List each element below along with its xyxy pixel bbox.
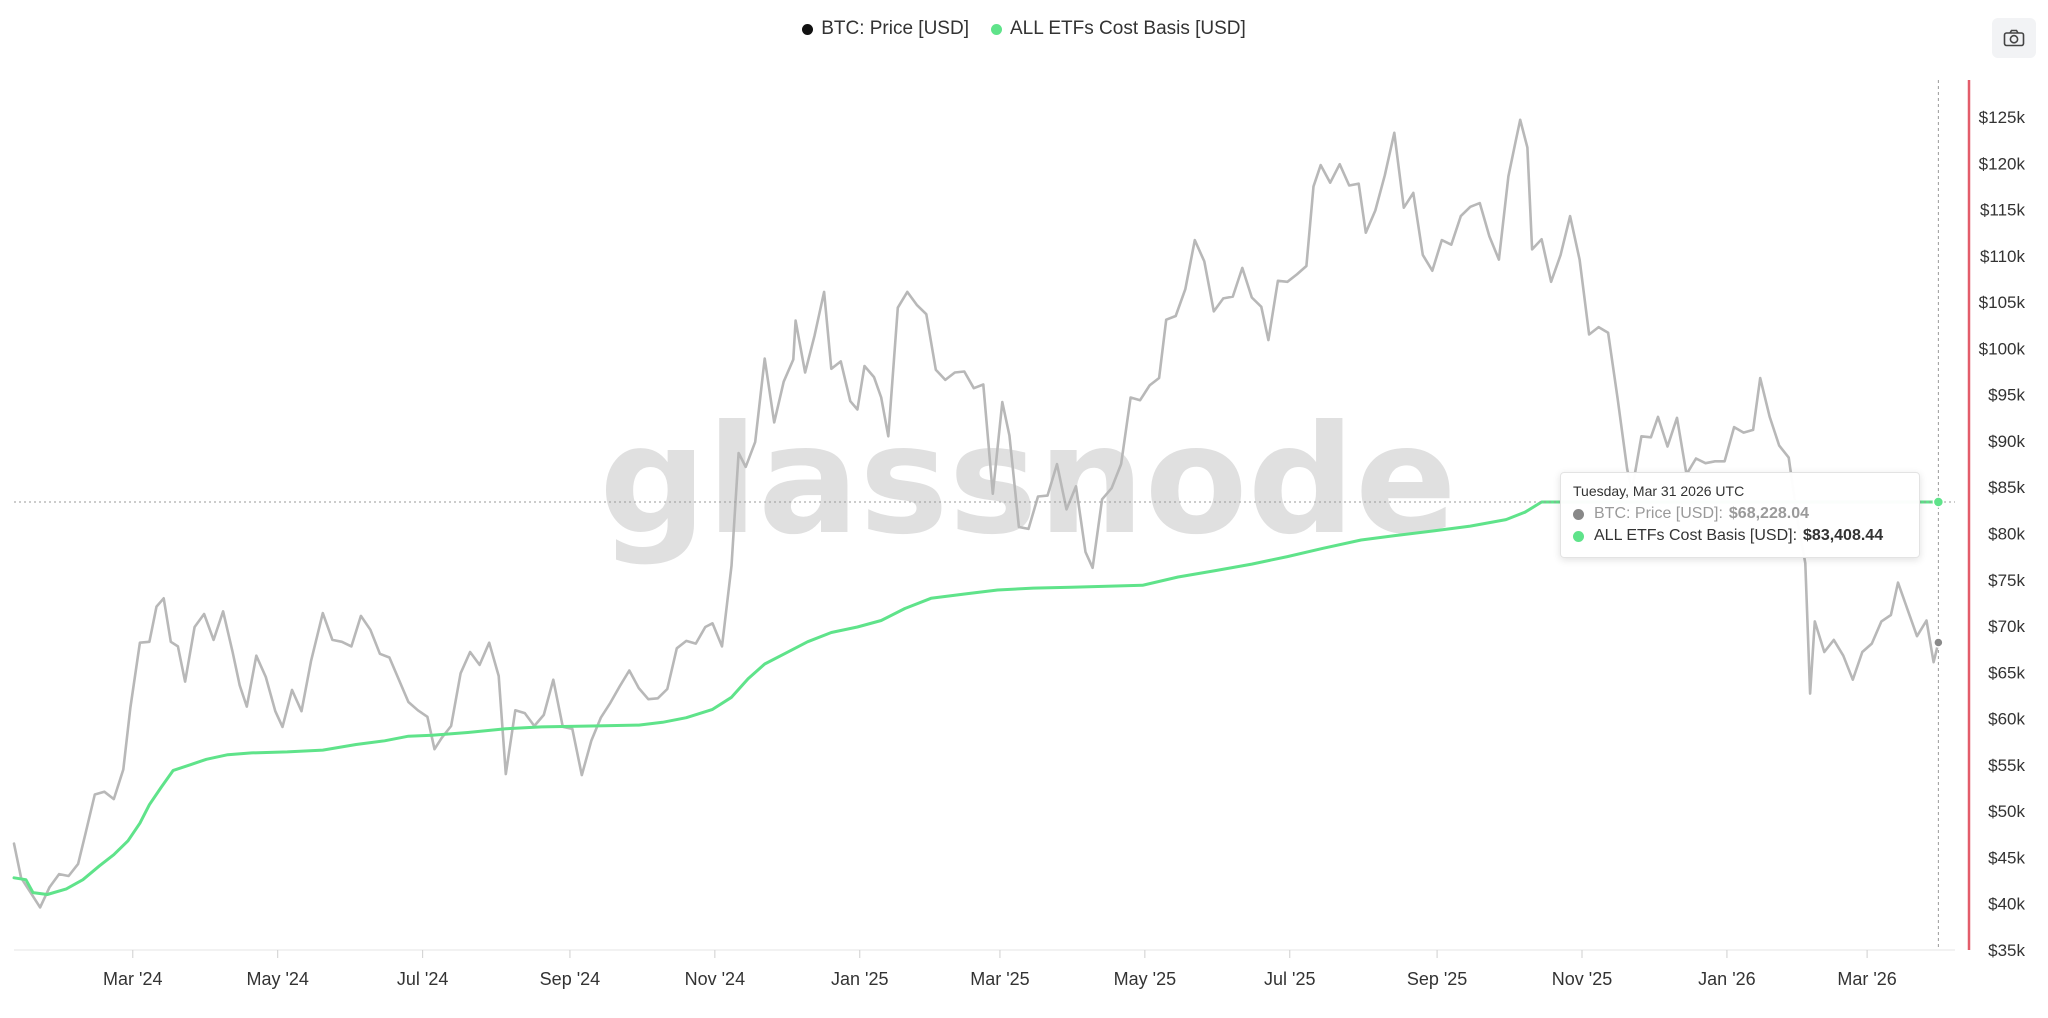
camera-icon (2003, 29, 2025, 47)
legend-item-etf-cost-basis[interactable]: ALL ETFs Cost Basis [USD] (991, 18, 1246, 40)
legend-label-btc-price: BTC: Price [USD] (821, 18, 969, 39)
tooltip-label-btc-price: BTC: Price [USD]: (1594, 505, 1723, 522)
tooltip-value-btc-price: $68,228.04 (1728, 505, 1809, 522)
legend: BTC: Price [USD] ALL ETFs Cost Basis [US… (0, 18, 2048, 40)
marker-etf-cost-basis (1932, 496, 1945, 508)
watermark: glassnode (599, 394, 1457, 568)
y-tick-label: $125k (1979, 108, 2026, 127)
y-tick-label: $90k (1988, 432, 2025, 451)
y-tick-label: $85k (1988, 478, 2025, 497)
legend-dot-etf-cost-basis (991, 23, 1002, 35)
legend-label-etf-cost-basis: ALL ETFs Cost Basis [USD] (1010, 18, 1246, 39)
tooltip-dot-btc-price (1573, 508, 1584, 520)
x-tick-label: Nov '24 (685, 969, 745, 989)
x-tick-label: Mar '26 (1837, 969, 1896, 989)
x-tick-label: May '24 (246, 969, 308, 989)
x-tick-label: May '25 (1114, 969, 1176, 989)
legend-item-btc-price[interactable]: BTC: Price [USD] (802, 18, 969, 40)
series-line-etf-cost-basis (12, 500, 1940, 896)
x-tick-label: Sep '24 (540, 969, 601, 989)
crosshair (14, 80, 1955, 950)
x-axis: Mar '24 May '24 Jul '24 Sep '24 Nov '24 Jan '… (103, 950, 1897, 989)
tooltip: Tuesday, Mar 31 2026 UTC BTC: Price [USD… (1560, 472, 1920, 558)
x-tick-label: Jul '24 (397, 969, 448, 989)
tooltip-row-etf-cost-basis: ALL ETFs Cost Basis [USD]: $83,408.44 (1573, 525, 1907, 547)
y-tick-label: $40k (1988, 895, 2025, 914)
y-tick-label: $105k (1979, 293, 2026, 312)
tooltip-title: Tuesday, Mar 31 2026 UTC (1573, 483, 1745, 499)
tooltip-row-btc-price: BTC: Price [USD]: $68,228.04 (1573, 503, 1907, 525)
y-axis: $35k $40k $45k $50k $55k $60k $65k $70k $75k $80k… (1979, 108, 2026, 960)
y-tick-label: $120k (1979, 154, 2026, 173)
legend-dot-btc-price (802, 23, 814, 35)
y-tick-label: $50k (1988, 802, 2025, 821)
y-tick-label: $75k (1988, 571, 2025, 590)
x-tick-label: Mar '24 (103, 969, 162, 989)
tooltip-label-etf-cost-basis: ALL ETFs Cost Basis [USD]: (1594, 527, 1798, 544)
marker-btc-price (1933, 637, 1944, 648)
y-tick-label: $35k (1988, 941, 2025, 960)
y-tick-label: $60k (1988, 710, 2025, 729)
x-tick-label: Jul '25 (1264, 969, 1315, 989)
screenshot-button[interactable] (1992, 18, 2036, 58)
y-tick-label: $95k (1988, 386, 2025, 405)
y-tick-label: $45k (1988, 848, 2025, 867)
tooltip-dot-etf-cost-basis (1573, 530, 1584, 542)
y-tick-label: $70k (1988, 617, 2025, 636)
y-tick-label: $100k (1979, 339, 2026, 358)
x-tick-label: Sep '25 (1407, 969, 1468, 989)
x-tick-label: Nov '25 (1552, 969, 1612, 989)
tooltip-value-etf-cost-basis: $83,408.44 (1803, 527, 1884, 544)
x-tick-label: Jan '26 (1698, 969, 1755, 989)
x-tick-label: Jan '25 (831, 969, 888, 989)
y-tick-label: $65k (1988, 663, 2025, 682)
y-tick-label: $80k (1988, 525, 2025, 544)
y-tick-label: $110k (1980, 247, 2026, 266)
x-tick-label: Mar '25 (970, 969, 1029, 989)
y-tick-label: $115k (1980, 201, 2026, 220)
y-tick-label: $55k (1988, 756, 2025, 775)
